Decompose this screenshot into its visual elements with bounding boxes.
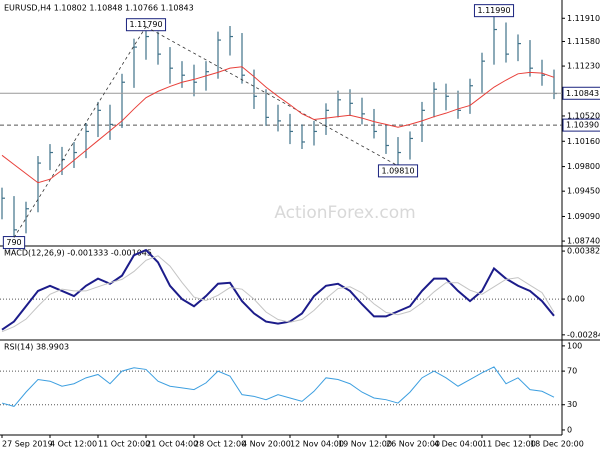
price-label: 1.10843 [566,89,599,98]
x-tick-label: 28 Oct 12:00 [194,440,246,449]
y-tick-label: 1.10520 [567,111,600,120]
price-label-box [125,18,167,32]
price-label-box [2,236,26,250]
price-label: 1.10390 [566,121,599,130]
x-tick-label: 19 Nov 12:00 [338,440,392,449]
y-tick-label: 1.11910 [567,14,600,23]
rsi-title: RSI(14) 38.9903 [4,343,69,352]
x-tick-label: 4 Dec 04:00 [434,440,483,449]
y-tick-label: 1.09450 [567,187,600,196]
y-tick-label: 30 [567,400,577,409]
price-label-box [377,164,419,178]
x-tick-label: 4 Nov 20:00 [242,440,291,449]
x-tick-label: 4 Oct 12:00 [50,440,97,449]
price-label: 1.11990 [477,6,510,15]
series-line [1,66,555,184]
price-label-box [562,86,600,100]
price-label: 790 [6,238,21,247]
y-tick-label: 100 [567,341,582,350]
series-line [1,366,555,407]
x-tick-label: 18 Dec 20:00 [530,440,584,449]
series-line [1,255,555,333]
chart-title: EURUSD,H4 1.10802 1.10848 1.10766 1.1084… [4,4,194,13]
x-tick-label: 26 Nov 20:00 [386,440,440,449]
macd-title: MACD(12,26,9) -0.001333 -0.001045 [4,249,152,258]
x-tick-label: 11 Oct 20:00 [98,440,150,449]
y-tick-label: 0.003826 [567,247,600,256]
x-tick-label: 21 Oct 04:00 [146,440,198,449]
y-tick-label: 1.11580 [567,37,600,46]
watermark: ActionForex.com [274,203,415,223]
y-tick-label: 1.09800 [567,162,600,171]
y-tick-label: 1.10160 [567,137,600,146]
price-label: 1.09810 [381,166,414,175]
y-tick-label: -0.002849 [567,330,600,339]
x-tick-label: 12 Nov 04:00 [290,440,344,449]
x-tick-label: 11 Dec 12:00 [482,440,536,449]
y-tick-label: 0 [567,425,572,434]
y-tick-label: 1.09090 [567,212,600,221]
price-label-box [562,118,600,132]
y-tick-label: 70 [567,367,577,376]
y-tick-label: 0.00 [567,295,585,304]
price-label: 1.11790 [129,20,162,29]
y-tick-label: 1.11230 [567,62,600,71]
price-label-box [473,4,515,18]
series-line [1,248,555,331]
y-tick-label: 1.08740 [567,237,600,246]
x-tick-label: 27 Sep 2019 [2,440,53,449]
